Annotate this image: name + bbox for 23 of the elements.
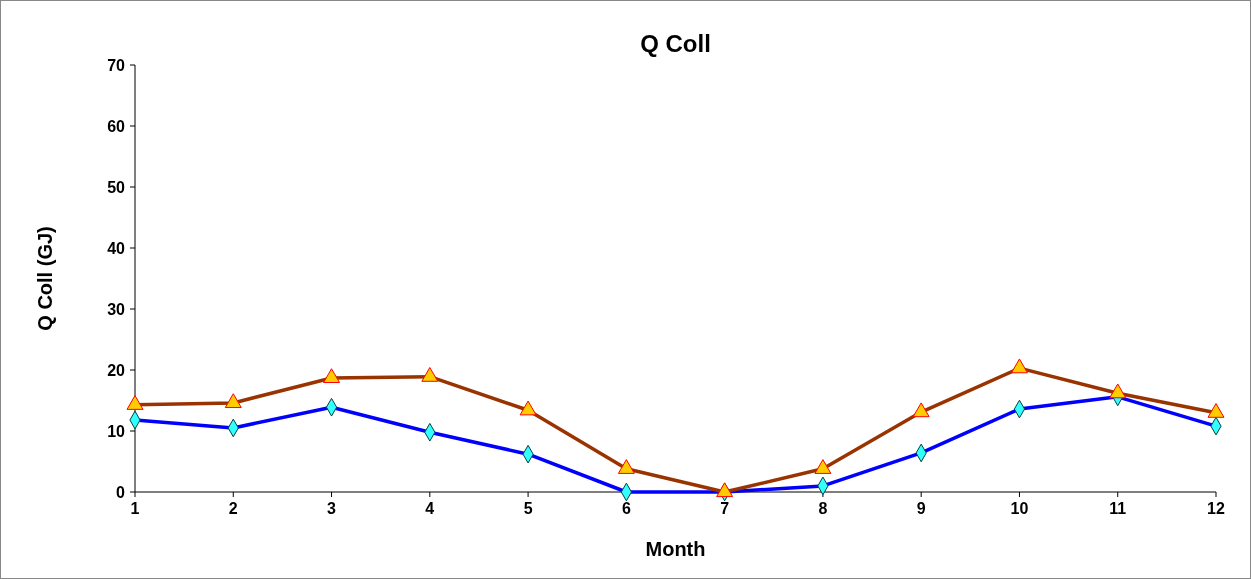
x-tick-label: 9 (916, 500, 926, 517)
x-tick-label: 1 (130, 500, 140, 517)
y-tick-label: 50 (107, 178, 126, 196)
x-tick-label: 12 (1207, 500, 1225, 517)
x-tick-label: 3 (327, 500, 337, 517)
y-tick-label: 30 (107, 300, 126, 318)
y-tick-label: 60 (107, 117, 126, 135)
x-tick-label: 4 (425, 500, 435, 517)
x-tick-label: 6 (621, 500, 631, 517)
x-tick-label: 10 (1010, 500, 1029, 517)
y-axis-title: Q Coll (GJ) (34, 226, 56, 331)
x-tick-label: 7 (720, 500, 730, 517)
chart-title: Q Coll (640, 30, 711, 57)
y-tick-label: 10 (107, 422, 126, 440)
x-axis-title: Month (645, 538, 706, 560)
x-tick-label: 5 (523, 500, 533, 517)
y-tick-label: 0 (116, 483, 126, 501)
x-tick-label: 2 (228, 500, 238, 517)
y-tick-label: 20 (107, 361, 126, 379)
x-tick-label: 11 (1109, 500, 1127, 517)
y-tick-label: 70 (107, 56, 126, 74)
x-tick-label: 8 (818, 500, 828, 517)
y-tick-label: 40 (107, 239, 126, 257)
